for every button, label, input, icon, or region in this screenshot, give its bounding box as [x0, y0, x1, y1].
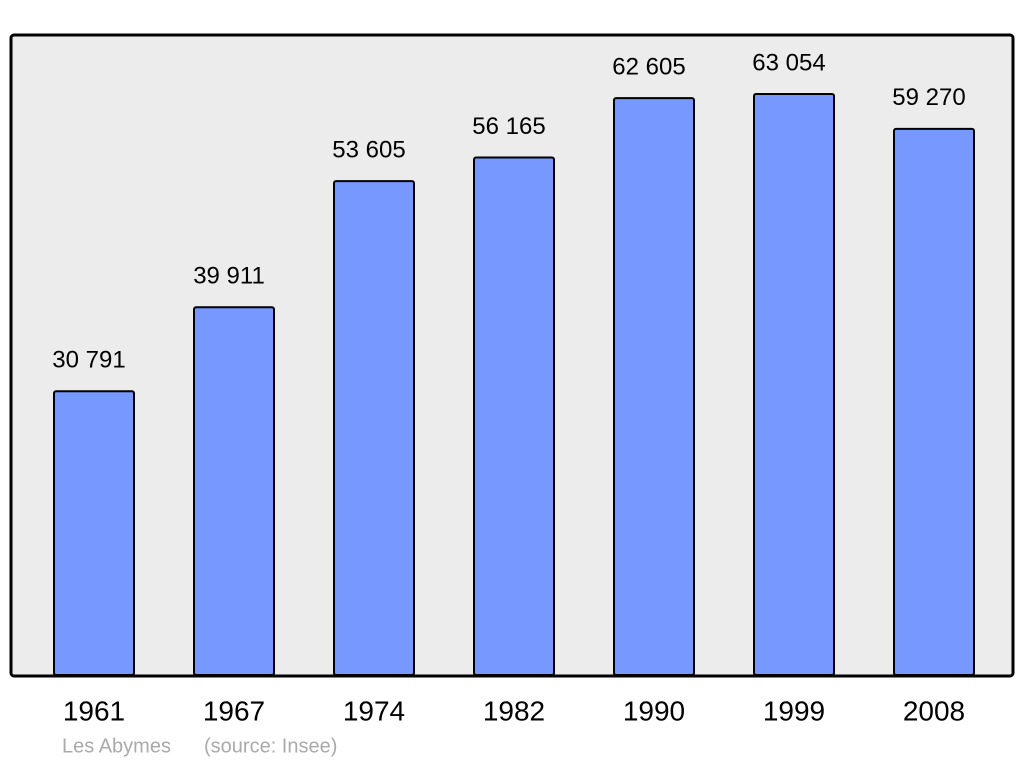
bar [613, 97, 695, 677]
x-tick-label: 1982 [483, 695, 545, 726]
value-label: 56 165 [472, 113, 545, 140]
bar [473, 156, 555, 676]
value-label: 30 791 [52, 347, 125, 374]
x-tick-label: 1961 [63, 695, 125, 726]
x-tick-label: 2008 [903, 695, 965, 726]
x-tick-label: 1974 [343, 695, 405, 726]
x-tick-label: 1990 [623, 695, 685, 726]
bar [753, 93, 835, 676]
x-tick-label: 1999 [763, 695, 825, 726]
bar [53, 390, 135, 676]
bar [333, 180, 415, 676]
caption: Les Abymes [62, 735, 171, 757]
value-label: 39 911 [193, 263, 265, 290]
value-label: 63 054 [752, 49, 825, 76]
value-label: 62 605 [612, 53, 685, 80]
value-label: 53 605 [332, 136, 405, 163]
bar [193, 306, 275, 676]
source: (source: Insee) [204, 735, 337, 757]
x-tick-label: 1967 [203, 695, 265, 726]
value-label: 59 270 [892, 84, 965, 111]
bar [893, 127, 975, 676]
